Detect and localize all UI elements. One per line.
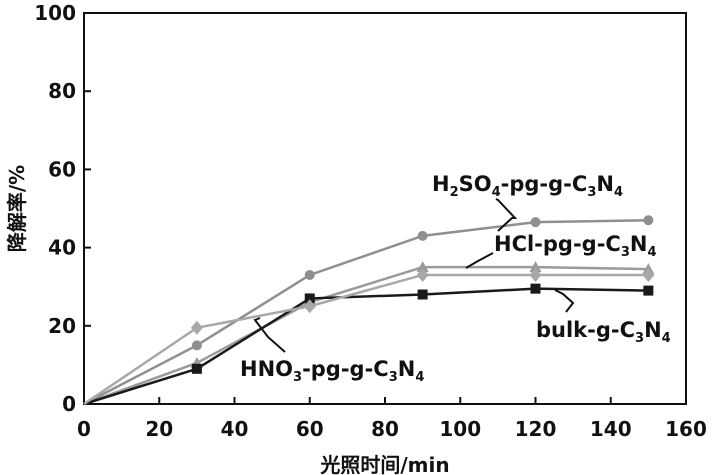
axes — [83, 12, 687, 405]
series-label: HNO3-pg-g-C3N4 — [240, 357, 424, 385]
y-tick-label: 60 — [48, 157, 76, 181]
series-label-part: 3 — [587, 185, 596, 200]
data-point — [642, 267, 655, 282]
label-leader-line — [495, 198, 518, 232]
label-leader-line — [465, 252, 494, 269]
series-label-part: 3 — [621, 245, 630, 260]
series-label-part: 4 — [662, 331, 671, 346]
data-point — [643, 215, 654, 226]
series-label: HCl-pg-g-C3N4 — [494, 232, 657, 260]
data-point — [530, 217, 541, 228]
series-bulk-g-c3n4 — [83, 283, 654, 406]
data-point — [530, 283, 541, 294]
x-tick-label: 120 — [515, 417, 557, 441]
series-label-part: 4 — [647, 245, 656, 260]
x-tick-label: 20 — [145, 417, 173, 441]
y-tick-label: 20 — [48, 314, 76, 338]
series-label-part: 3 — [635, 331, 644, 346]
data-point — [190, 320, 203, 335]
x-tick-label: 140 — [590, 417, 632, 441]
y-tick-label: 0 — [62, 392, 76, 416]
series-label-part: 4 — [415, 370, 424, 385]
y-tick-label: 40 — [48, 236, 76, 260]
series-label-part: SO — [459, 172, 492, 196]
data-point — [416, 267, 429, 282]
series-labels: H2SO4-pg-g-C3N4HCl-pg-g-C3N4bulk-g-C3N4H… — [240, 172, 671, 385]
series-label-part: -pg-g-C — [501, 172, 588, 196]
data-point — [304, 293, 315, 304]
data-point — [191, 340, 202, 351]
x-tick-label: 0 — [77, 417, 91, 441]
series-line — [83, 273, 649, 406]
series-label-part: H — [432, 172, 450, 196]
x-tick-label: 40 — [221, 417, 249, 441]
series-line — [83, 265, 649, 406]
series-group — [83, 215, 655, 406]
data-point — [416, 261, 429, 273]
label-leader-line — [554, 289, 575, 313]
plot-frame — [83, 12, 687, 405]
data-point — [643, 285, 654, 296]
data-point — [303, 299, 316, 314]
series-label-part: N — [596, 172, 614, 196]
series-label-part: 4 — [492, 185, 501, 200]
series-label-part: bulk-g-C — [536, 318, 635, 342]
y-axis-title: 降解率/% — [5, 165, 29, 252]
series-label-part: 2 — [450, 185, 459, 200]
x-tick-label: 160 — [665, 417, 707, 441]
ticks: 0 20 40 60 80 100 120 140 160 0 20 40 60 80 100 — [34, 1, 707, 441]
series-label-part: 4 — [614, 185, 623, 200]
data-point — [417, 289, 428, 300]
series-label-part: N — [630, 232, 648, 256]
series-label: bulk-g-C3N4 — [536, 318, 671, 346]
series-label-part: 3 — [293, 370, 302, 385]
series-label-part: -pg-g-C — [302, 357, 389, 381]
series-label-part: N — [398, 357, 416, 381]
series-label: H2SO4-pg-g-C3N4 — [432, 172, 623, 200]
series-label-part: N — [644, 318, 662, 342]
series-line — [83, 218, 649, 406]
data-point — [529, 261, 542, 273]
data-point — [529, 267, 542, 282]
series-label-part: HCl-pg-g-C — [494, 232, 621, 256]
data-point — [191, 363, 202, 374]
x-axis-title: 光照时间/min — [319, 453, 449, 475]
y-tick-label: 100 — [34, 1, 76, 25]
series-hno3-pg-g-c3n4 — [83, 267, 655, 406]
series-label-part: HNO — [240, 357, 293, 381]
y-tick-label: 80 — [48, 79, 76, 103]
x-tick-label: 60 — [296, 417, 324, 441]
data-point — [417, 230, 428, 241]
series-h2so4-pg-g-c3n4 — [83, 215, 654, 406]
series-line — [83, 287, 649, 406]
label-leader-line — [253, 317, 286, 353]
series-label-part: 3 — [389, 370, 398, 385]
data-point — [304, 269, 315, 280]
x-tick-label: 80 — [371, 417, 399, 441]
x-tick-label: 100 — [439, 417, 481, 441]
